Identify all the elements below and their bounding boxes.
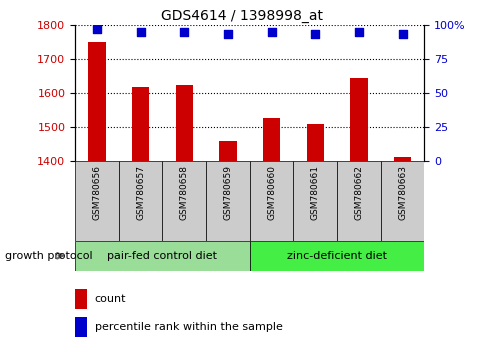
- Text: GSM780663: GSM780663: [397, 165, 406, 220]
- Bar: [349, 78, 367, 161]
- Text: zinc-deficient diet: zinc-deficient diet: [287, 251, 386, 261]
- Point: [180, 29, 188, 34]
- Bar: [162, 161, 206, 241]
- Point: [311, 32, 318, 37]
- Text: GSM780661: GSM780661: [310, 165, 319, 220]
- Text: GSM780660: GSM780660: [267, 165, 275, 220]
- Bar: [306, 124, 323, 161]
- Bar: [75, 289, 87, 309]
- Bar: [393, 156, 410, 161]
- Text: GSM780657: GSM780657: [136, 165, 145, 220]
- Bar: [88, 42, 106, 161]
- Bar: [249, 161, 293, 241]
- Point: [267, 29, 275, 34]
- Bar: [249, 241, 424, 271]
- Point: [224, 32, 231, 37]
- Text: pair-fed control diet: pair-fed control diet: [107, 251, 217, 261]
- Bar: [336, 161, 380, 241]
- Bar: [380, 161, 424, 241]
- Bar: [75, 317, 87, 337]
- Bar: [175, 85, 193, 161]
- Point: [398, 32, 406, 37]
- Bar: [119, 161, 162, 241]
- Text: GSM780658: GSM780658: [180, 165, 188, 220]
- Point: [136, 29, 144, 34]
- Bar: [219, 141, 236, 161]
- Text: growth protocol: growth protocol: [5, 251, 92, 261]
- Text: count: count: [94, 294, 126, 304]
- Text: GSM780656: GSM780656: [92, 165, 101, 220]
- Text: GDS4614 / 1398998_at: GDS4614 / 1398998_at: [161, 9, 323, 23]
- Point: [354, 29, 362, 34]
- Text: percentile rank within the sample: percentile rank within the sample: [94, 322, 282, 332]
- Point: [93, 26, 101, 32]
- Bar: [132, 87, 149, 161]
- Bar: [293, 161, 336, 241]
- Bar: [262, 118, 280, 161]
- Text: GSM780659: GSM780659: [223, 165, 232, 220]
- Bar: [75, 241, 249, 271]
- Bar: [75, 161, 119, 241]
- Text: GSM780662: GSM780662: [354, 165, 363, 220]
- Bar: [206, 161, 249, 241]
